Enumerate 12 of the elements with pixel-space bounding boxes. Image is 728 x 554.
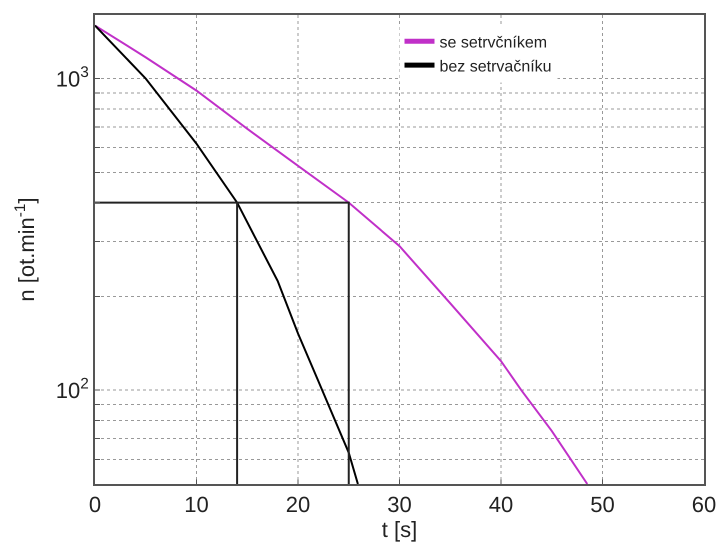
legend-label: se setrvčníkem bbox=[440, 34, 548, 52]
x-tick-label: 60 bbox=[692, 492, 716, 518]
legend-label: bez setrvačníku bbox=[440, 58, 552, 76]
y-tick-label: 10$^{2}$ bbox=[56, 376, 89, 403]
x-tick-label: 30 bbox=[387, 492, 412, 518]
y-tick-label: 10$^{3}$ bbox=[56, 64, 89, 92]
x-tick-label: 20 bbox=[286, 492, 310, 518]
x-axis-title: t [s] bbox=[382, 517, 418, 542]
x-tick-label: 40 bbox=[488, 492, 514, 518]
x-tick-label: 0 bbox=[88, 492, 102, 518]
x-tick-label: 50 bbox=[590, 492, 615, 518]
x-tick-label: 10 bbox=[184, 492, 209, 518]
